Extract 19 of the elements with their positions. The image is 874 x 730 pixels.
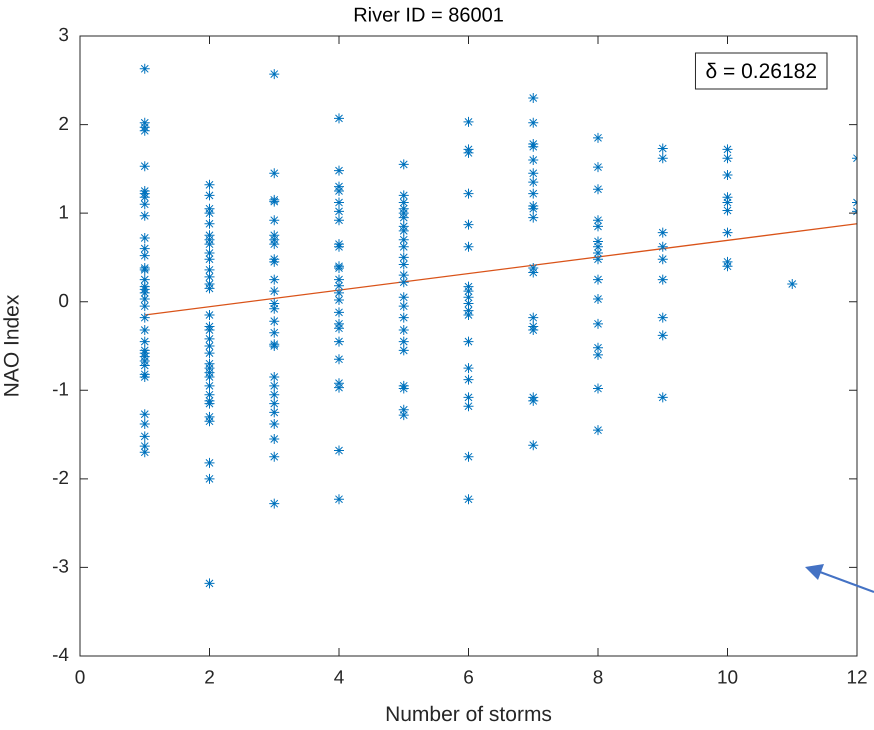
y-tick-label: -2 xyxy=(52,468,69,490)
x-tick-label: 4 xyxy=(334,668,345,689)
y-tick-label: 1 xyxy=(58,202,69,224)
x-axis-title: Number of storms xyxy=(385,703,552,726)
y-axis-title: NAO Index xyxy=(0,294,24,398)
y-tick-label: 0 xyxy=(58,290,69,312)
y-tick-label: -1 xyxy=(52,380,69,401)
x-tick-label: 6 xyxy=(463,668,474,689)
x-tick-label: 2 xyxy=(204,668,215,689)
x-tick-label: 12 xyxy=(846,668,868,689)
x-tick-label: 0 xyxy=(74,668,86,689)
x-tick-label: 8 xyxy=(592,668,604,689)
y-tick-label: -4 xyxy=(52,645,70,666)
x-tick-label: 10 xyxy=(716,668,738,689)
y-tick-label: -3 xyxy=(52,556,69,578)
y-tick-label: 3 xyxy=(58,25,69,46)
chart-title: River ID = 86001 xyxy=(353,4,504,27)
y-tick-label: 2 xyxy=(58,114,69,135)
annotation: δ = 0.26182 xyxy=(705,60,818,83)
